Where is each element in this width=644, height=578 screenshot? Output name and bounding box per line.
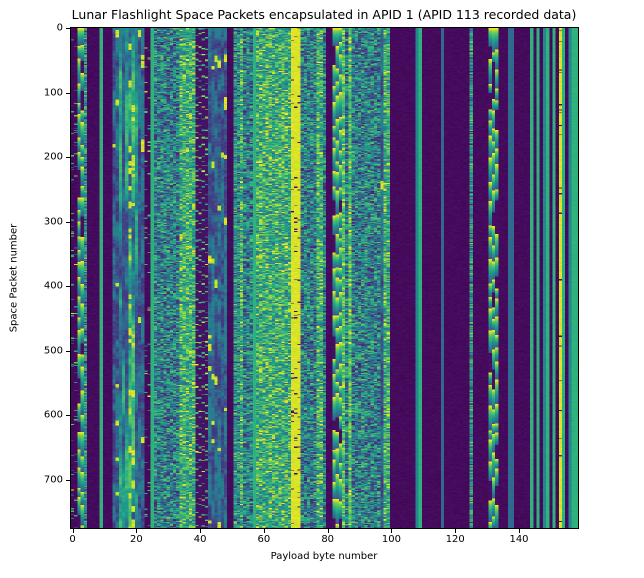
y-tick-label: 200 <box>43 151 63 163</box>
chart-title: Lunar Flashlight Space Packets encapsula… <box>71 7 577 22</box>
x-tick-label: 60 <box>257 534 271 545</box>
y-tick-label: 700 <box>43 474 63 486</box>
x-tick-label: 0 <box>69 534 76 545</box>
x-tick-mark <box>519 529 520 533</box>
x-tick-mark <box>263 529 265 533</box>
y-tick-mark <box>66 350 70 352</box>
x-axis-label: Payload byte number <box>270 551 378 562</box>
heatmap-canvas <box>71 28 578 528</box>
y-tick-mark <box>66 286 70 288</box>
x-tick-mark <box>455 529 457 533</box>
y-tick-mark <box>66 28 70 30</box>
y-tick-label: 0 <box>56 22 63 34</box>
y-tick-label: 500 <box>43 345 63 357</box>
x-tick-label: 120 <box>445 534 465 545</box>
y-tick-label: 400 <box>43 280 63 292</box>
y-tick-mark <box>66 221 70 223</box>
x-tick-label: 20 <box>129 534 143 545</box>
x-tick-mark <box>327 529 329 533</box>
y-axis-label: Space Packet number <box>8 223 20 333</box>
y-tick-label: 300 <box>43 216 63 228</box>
y-tick-mark <box>66 92 70 94</box>
y-tick-mark <box>66 157 70 159</box>
x-tick-mark <box>200 529 202 533</box>
x-tick-label: 40 <box>193 534 207 545</box>
x-tick-label: 140 <box>509 534 529 545</box>
y-tick-mark <box>66 479 70 481</box>
x-tick-mark <box>391 529 393 533</box>
x-tick-label: 100 <box>381 534 401 545</box>
x-tick-label: 80 <box>321 534 335 545</box>
heatmap-plot <box>70 27 579 529</box>
x-tick-mark <box>136 529 138 533</box>
y-tick-label: 600 <box>43 409 63 421</box>
y-tick-label: 100 <box>43 87 63 99</box>
y-tick-mark <box>66 415 70 417</box>
x-tick-mark <box>72 529 74 533</box>
